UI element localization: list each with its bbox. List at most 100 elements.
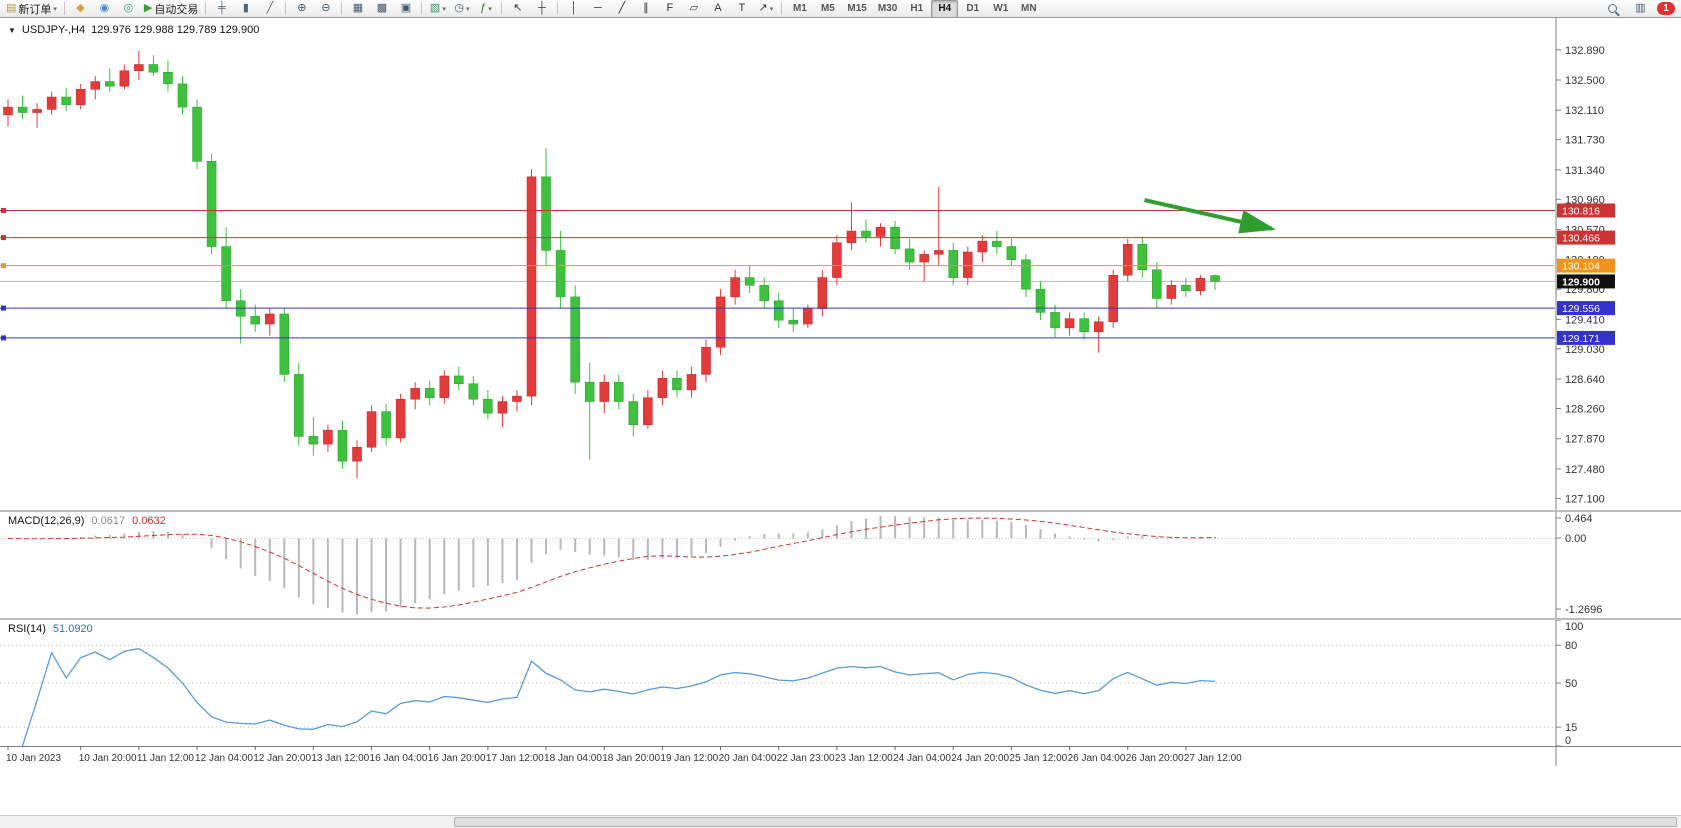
trend-arrow-annotation[interactable] [1144,198,1276,234]
price-chart[interactable]: 132.890 132.500 132.110 131.730 131.340 130.9… [0,18,1681,510]
candle-body [686,374,697,391]
profiles-button[interactable]: ◷ ▾ [450,0,473,18]
level-line-anchor[interactable] [1,235,6,241]
new-chart-button[interactable]: ▧ ▾ [426,0,449,18]
market-depth-icon: ◉ [99,2,110,14]
candle-body [512,395,522,402]
svg-text:129.556: 129.556 [1562,303,1600,315]
candle-body [832,242,842,278]
svg-text:24 Jan 20:00: 24 Jan 20:00 [951,753,1009,764]
pane-divider-macd[interactable] [0,510,1681,512]
candlestick-button[interactable]: ▮ [234,0,257,18]
svg-text:130.816: 130.816 [1562,205,1600,217]
bottom-strip [0,766,1681,828]
time-axis[interactable]: 10 Jan 2023 10 Jan 20:00 11 Jan 12:00 12 Ja… [0,746,1681,766]
timeframe-mn-button[interactable]: MN [1021,3,1037,14]
horizontal-line-icon: ─ [593,2,602,14]
macd-label: MACD(12,26,9) [8,515,85,527]
candle-body [468,383,479,400]
main-toolbar: ▤ 新订单 ▾ ◆ ◉ ◎ ▶ 自动交易 ╪ ▮ ╱ ⊕ ⊖ ▦ ▩ ▣ ▧ ▾ ◷ ▾ ƒ ▾ ↖ ┼ │ ─ ╱ ∥ F ▱ A T ↗ ▾ M… [0,0,1681,18]
horizontal-scrollbar[interactable] [0,815,1681,828]
horizontal-line-button[interactable]: ─ [586,0,609,18]
svg-text:20 Jan 04:00: 20 Jan 04:00 [719,753,777,764]
macd-chart[interactable]: 0.464 0.00 -1.2696 [0,512,1681,618]
notification-badge[interactable]: 1 [1657,2,1675,15]
chart-menu-icon[interactable]: ▼ [8,25,16,35]
timeframe-m15-button[interactable]: M15 [847,3,867,14]
signals-button[interactable]: ◎ [117,0,140,18]
cursor-button[interactable]: ↖ [506,0,529,18]
svg-text:23 Jan 12:00: 23 Jan 12:00 [835,753,893,764]
channel-button[interactable]: ∥ [634,0,657,18]
shapes-button[interactable]: ▱ [682,0,705,18]
cascade-windows-button[interactable]: ▩ [370,0,393,18]
timeframe-w1-button[interactable]: W1 [993,3,1009,14]
candles [3,50,1220,479]
indicators-button[interactable]: ƒ ▾ [474,0,497,18]
timeframe-d1-button[interactable]: D1 [966,3,980,14]
timeframe-h1-button[interactable]: H1 [910,3,924,14]
level-line-anchor[interactable] [1,305,6,311]
candle-body [192,106,202,162]
candle-body [1122,243,1133,276]
candle-body [1137,243,1148,271]
candle-body [424,388,435,398]
search-button[interactable] [1601,0,1624,18]
svg-text:19 Jan 12:00: 19 Jan 12:00 [660,753,718,764]
candle-body [177,83,188,108]
level-price-badge [1557,230,1615,245]
level-line-anchor[interactable] [1,207,6,213]
level-line-anchor[interactable] [1,263,6,269]
level-price-badge [1557,301,1615,316]
toolbar-separator [557,2,559,15]
svg-text:10 Jan 20:00: 10 Jan 20:00 [79,753,137,764]
timeframe-m30-button[interactable]: M30 [877,3,898,14]
market-depth-button[interactable]: ◉ [93,0,116,18]
candle-body [366,411,377,448]
profiles-icon: ◷ [454,2,464,14]
fibonacci-button[interactable]: F [658,0,681,18]
pane-divider-rsi[interactable] [0,618,1681,620]
level-line-anchor[interactable] [1,335,6,341]
candle-body [395,398,406,439]
zoom-in-button[interactable]: ⊕ [290,0,313,18]
tile-windows-button[interactable]: ▦ [346,0,369,18]
text-button[interactable]: A [706,0,729,18]
new-order-button[interactable]: ▤ 新订单 ▾ [3,0,60,18]
svg-text:12 Jan 20:00: 12 Jan 20:00 [253,753,311,764]
charts-list-button[interactable]: ▥ [1629,0,1652,18]
svg-text:13 Jan 12:00: 13 Jan 12:00 [311,753,369,764]
ohlc-bars-icon: ╪ [217,2,226,14]
rsi-chart[interactable]: 100 80 50 150 [0,620,1681,746]
level-price-badge [1557,330,1615,345]
new-order-button-label: 新订单 [18,3,52,16]
mql5-button[interactable]: ◆ [69,0,92,18]
line-chart-button[interactable]: ╱ [258,0,281,18]
candle-body [410,388,420,400]
scrollbar-thumb[interactable] [453,817,1677,827]
mql5-icon: ◆ [76,2,85,14]
timeframe-m1-button[interactable]: M1 [792,3,807,14]
timeframe-h4-button[interactable]: H4 [931,0,959,18]
arrange-icons-button[interactable]: ▣ [394,0,417,18]
autotrading-button[interactable]: ▶ 自动交易 [141,0,201,18]
arrows-button[interactable]: ↗ ▾ [754,0,777,18]
candle-body [308,436,319,445]
vertical-line-button[interactable]: │ [562,0,585,18]
crosshair-button[interactable]: ┼ [530,0,553,18]
candle-body [715,296,726,348]
candle-body [730,277,740,298]
price-pane: 132.890 132.500 132.110 131.730 131.340 130.9… [0,18,1681,510]
trendline-button[interactable]: ╱ [610,0,633,18]
toolbar-separator [205,2,207,15]
candle-body [803,308,813,325]
svg-text:26 Jan 04:00: 26 Jan 04:00 [1068,753,1126,764]
candle-body [599,381,609,402]
label-button[interactable]: T [730,0,753,18]
svg-text:22 Jan 23:00: 22 Jan 23:00 [777,753,835,764]
zoom-out-button[interactable]: ⊖ [314,0,337,18]
candle-body [483,398,493,414]
candle-body [497,401,508,414]
ohlc-bars-button[interactable]: ╪ [210,0,233,18]
timeframe-m5-button[interactable]: M5 [820,3,835,14]
